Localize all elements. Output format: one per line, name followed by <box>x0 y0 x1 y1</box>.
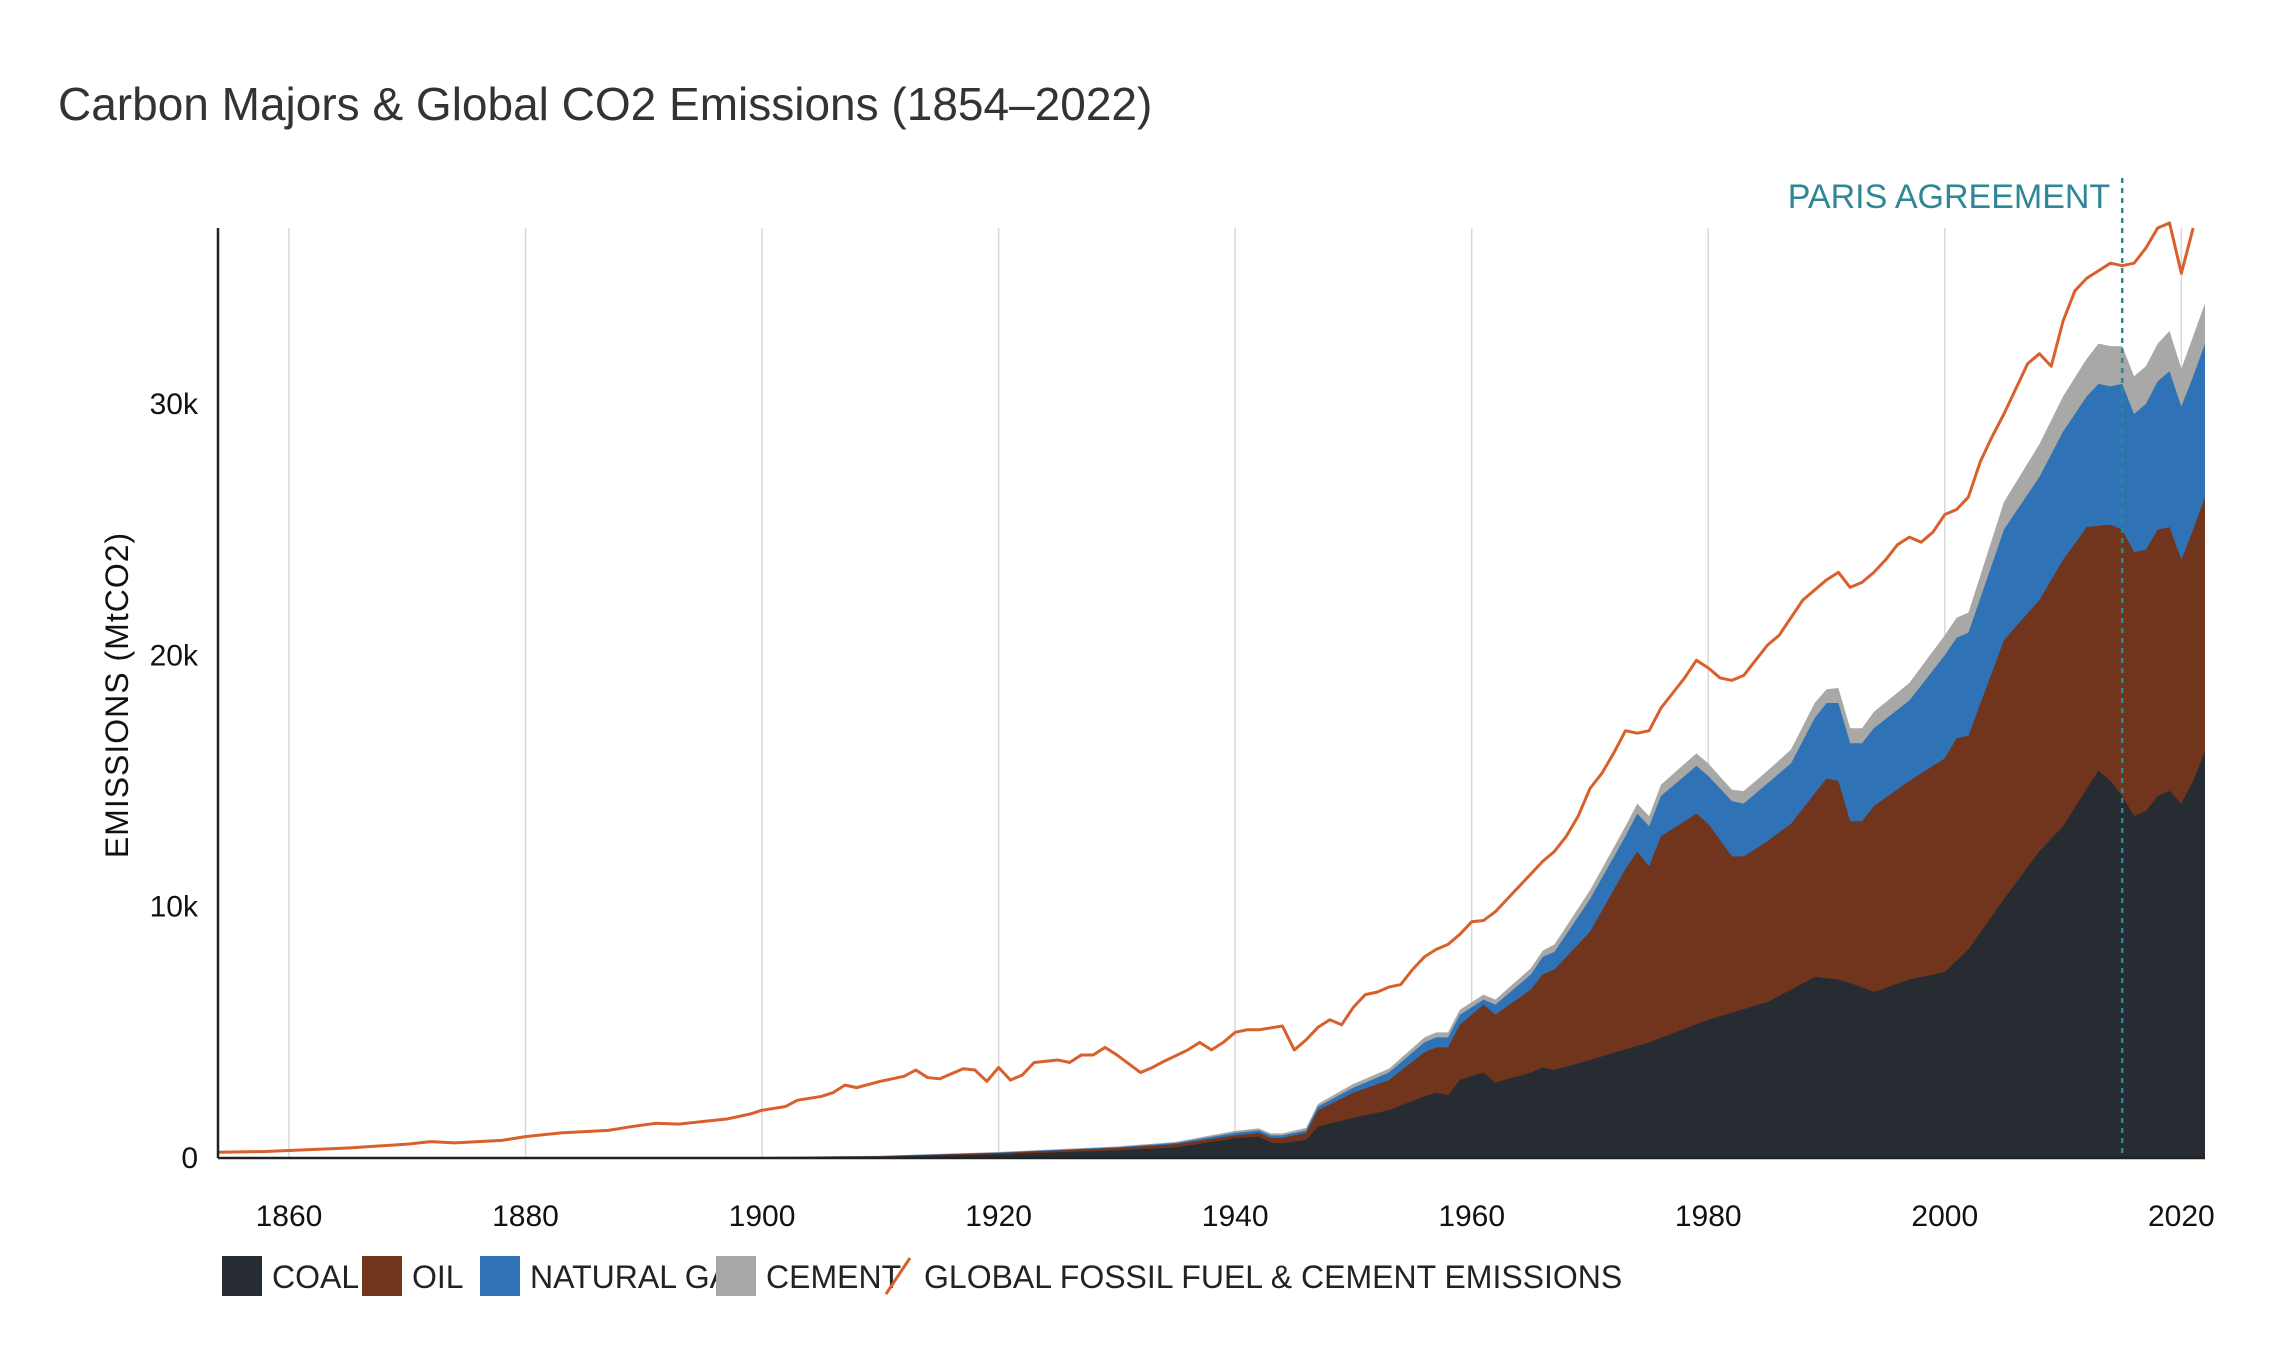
legend-swatch-global <box>884 1257 912 1295</box>
legend-label-oil: OIL <box>412 1259 464 1295</box>
x-tick-1900: 1900 <box>729 1200 796 1233</box>
legend: COAL OIL NATURAL GAS CEMENT GLOBAL FOSSIL FU… <box>222 1256 1622 1296</box>
legend-item-natural-gas: NATURAL GAS <box>480 1256 752 1296</box>
legend-label-cement: CEMENT <box>766 1259 901 1295</box>
y-tick-0: 0 <box>181 1142 198 1175</box>
legend-swatch-coal <box>222 1256 262 1296</box>
x-tick-1960: 1960 <box>1438 1200 1505 1233</box>
global-emissions-line-layer <box>217 221 2195 1154</box>
legend-label-global: GLOBAL FOSSIL FUEL & CEMENT EMISSIONS <box>924 1259 1622 1295</box>
legend-swatch-natural-gas <box>480 1256 520 1296</box>
legend-swatch-oil <box>362 1256 402 1296</box>
axes <box>216 228 2205 1160</box>
chart-title: Carbon Majors & Global CO2 Emissions (18… <box>58 78 1152 130</box>
x-tick-1880: 1880 <box>492 1200 559 1233</box>
y-axis-tick-labels: 0 10k 20k 30k <box>150 388 199 1175</box>
legend-item-oil: OIL <box>362 1256 464 1296</box>
y-tick-10000: 10k <box>150 891 199 924</box>
x-tick-1980: 1980 <box>1675 1200 1742 1233</box>
y-tick-30000: 30k <box>150 388 199 421</box>
paris-agreement-label: PARIS AGREEMENT <box>1788 178 2110 216</box>
legend-label-natural-gas: NATURAL GAS <box>530 1259 752 1295</box>
x-axis-tick-labels: 1860 1880 1900 1920 1940 1960 1980 2000 2020 <box>256 1200 2215 1233</box>
x-tick-2000: 2000 <box>1911 1200 1978 1233</box>
legend-item-coal: COAL <box>222 1256 359 1296</box>
legend-swatch-cement <box>716 1256 756 1296</box>
global-emissions-line <box>217 221 2195 1154</box>
stacked-areas <box>218 303 2205 1158</box>
legend-item-cement: CEMENT <box>716 1256 901 1296</box>
paris-agreement-annotation: PARIS AGREEMENT <box>1788 178 2124 1158</box>
legend-item-global: GLOBAL FOSSIL FUEL & CEMENT EMISSIONS <box>884 1257 1622 1295</box>
area-coal <box>218 750 2205 1158</box>
x-tick-2020: 2020 <box>2148 1200 2215 1233</box>
x-tick-1860: 1860 <box>256 1200 323 1233</box>
legend-label-coal: COAL <box>272 1259 359 1295</box>
x-tick-1940: 1940 <box>1202 1200 1269 1233</box>
x-tick-1920: 1920 <box>965 1200 1032 1233</box>
y-tick-20000: 20k <box>150 639 199 672</box>
y-axis-title: EMISSIONS (MtCO2) <box>99 532 135 858</box>
area-oil <box>218 496 2205 1158</box>
